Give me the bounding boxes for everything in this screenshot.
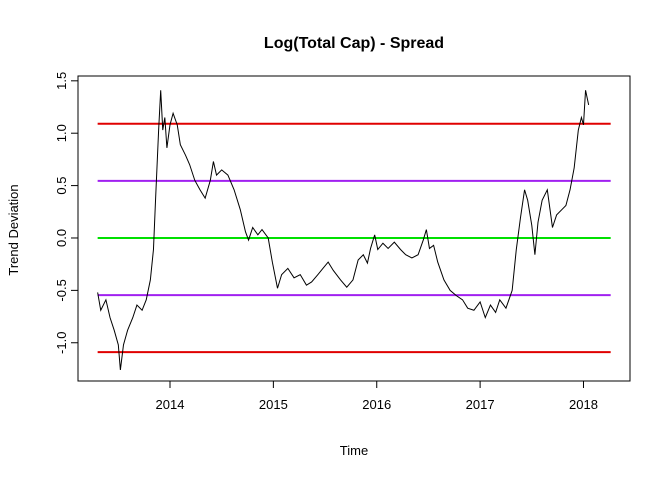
x-axis-label: Time <box>340 443 368 458</box>
y-axis-label: Trend Deviation <box>6 184 21 275</box>
chart-title: Log(Total Cap) - Spread <box>264 35 444 52</box>
x-tick-label: 2017 <box>466 397 495 412</box>
y-tick-label: 1.0 <box>54 124 69 142</box>
x-tick-label: 2018 <box>569 397 598 412</box>
y-tick-label: 1.5 <box>54 72 69 90</box>
y-tick-label: 0.0 <box>54 229 69 247</box>
x-tick-label: 2016 <box>362 397 391 412</box>
y-tick-label: -0.5 <box>54 279 69 301</box>
plot-box <box>77 75 631 382</box>
data-line <box>97 90 590 371</box>
x-tick-label: 2014 <box>156 397 185 412</box>
y-tick-label: 0.5 <box>54 177 69 195</box>
y-tick-label: -1.0 <box>54 332 69 354</box>
x-tick-label: 2015 <box>259 397 288 412</box>
